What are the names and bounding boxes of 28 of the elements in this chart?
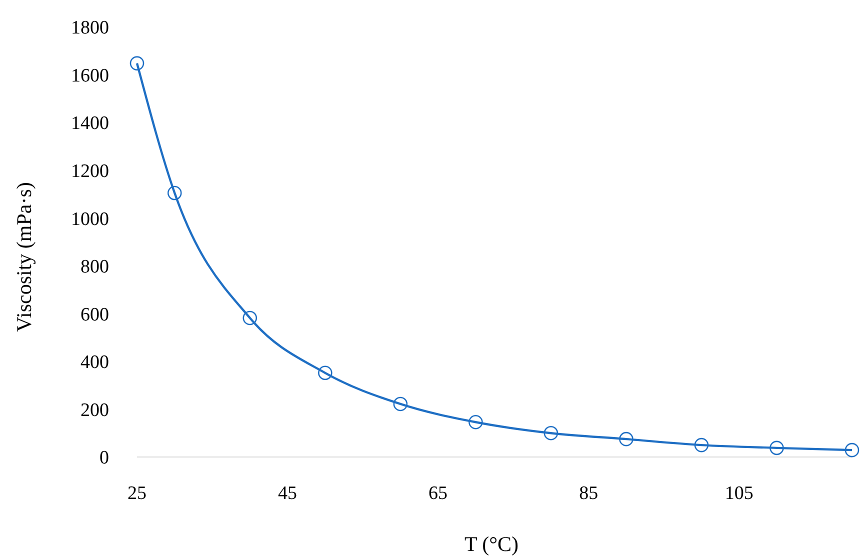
x-tick-label: 45	[278, 483, 298, 504]
point	[694, 438, 709, 452]
point	[468, 414, 483, 430]
y-tick-label: 800	[80, 256, 109, 278]
point	[544, 426, 558, 440]
point	[242, 310, 258, 326]
y-tick-label: 1200	[71, 160, 109, 182]
y-tick-label: 1000	[71, 208, 109, 230]
x-tick-label: 65	[428, 483, 448, 504]
y-tick-label: 1600	[71, 65, 109, 86]
x-tick-label: 85	[579, 483, 598, 504]
y-tick-label: 0	[100, 448, 109, 469]
x-axis-title: T (°C)	[464, 532, 519, 556]
point	[619, 432, 634, 446]
point	[318, 366, 332, 380]
x-tick-label: 105	[724, 483, 754, 504]
y-tick-label: 200	[80, 400, 109, 421]
point	[130, 56, 144, 70]
point	[770, 440, 784, 456]
y-axis-title: Viscosity (mPa·s)	[12, 182, 36, 332]
x-tick-label: 25	[128, 483, 146, 504]
y-tick-label: 1800	[71, 18, 109, 39]
y-tick-label: 600	[80, 304, 109, 326]
y-tick-label: 400	[80, 352, 109, 374]
y-tick-label: 1400	[71, 113, 109, 134]
point	[844, 442, 860, 458]
point	[393, 396, 408, 412]
point	[167, 186, 182, 200]
